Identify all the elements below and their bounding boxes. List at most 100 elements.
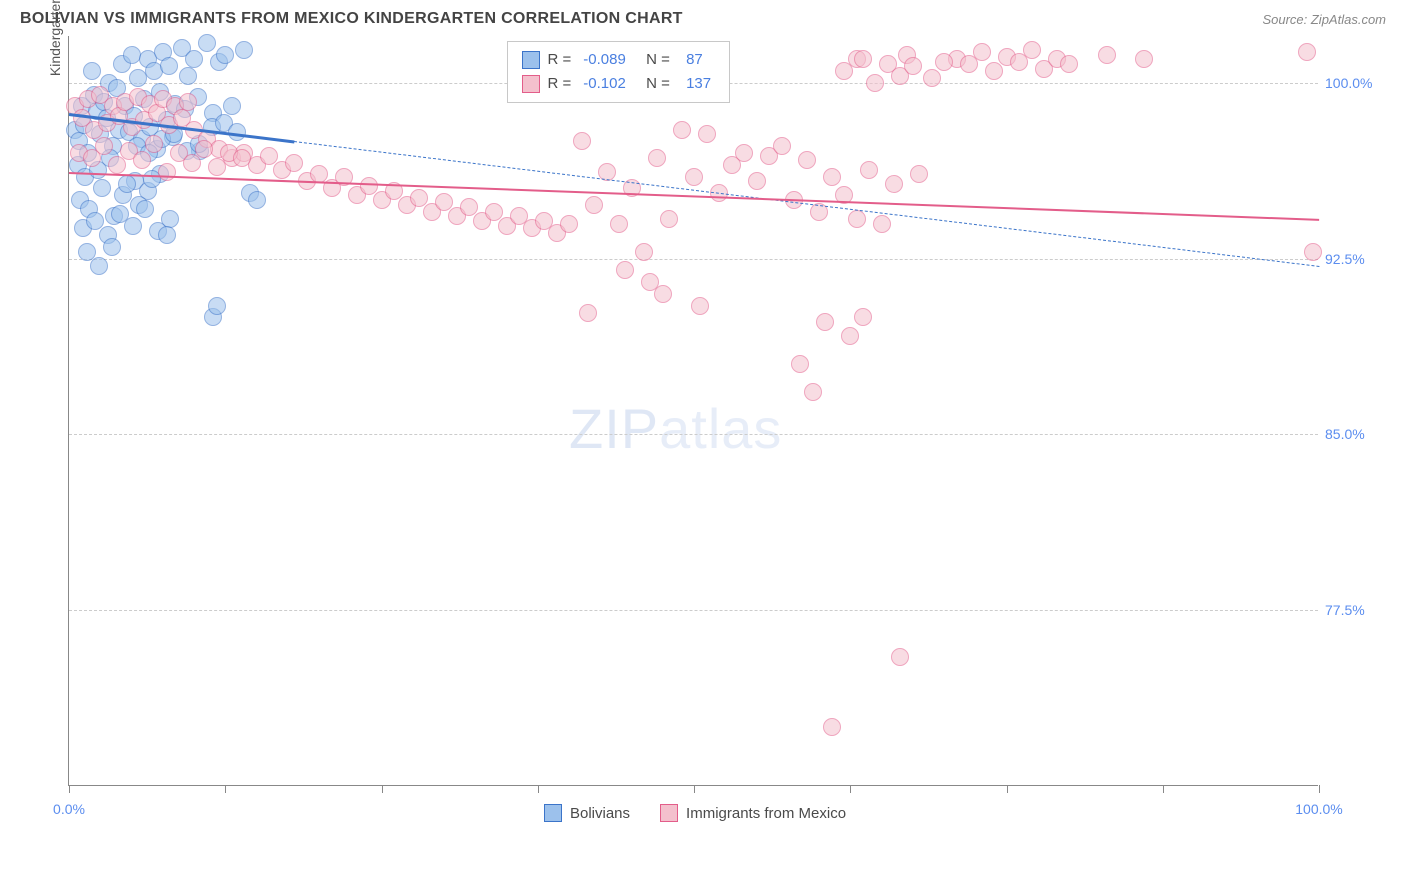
series-legend-item: Immigrants from Mexico (660, 804, 846, 822)
scatter-point (904, 57, 922, 75)
series-legend-label: Immigrants from Mexico (686, 805, 846, 822)
scatter-point (158, 226, 176, 244)
legend-swatch (522, 51, 540, 69)
scatter-point (798, 151, 816, 169)
scatter-point (873, 215, 891, 233)
series-legend-item: Bolivians (544, 804, 630, 822)
scatter-point (1135, 50, 1153, 68)
scatter-point (823, 168, 841, 186)
scatter-point (1304, 243, 1322, 261)
stat-n-label: N = (638, 48, 670, 72)
scatter-point (185, 50, 203, 68)
scatter-point (791, 355, 809, 373)
stat-r-value: -0.089 (579, 48, 630, 72)
scatter-point (233, 149, 251, 167)
scatter-point (835, 62, 853, 80)
scatter-point (124, 217, 142, 235)
x-tick (694, 785, 695, 793)
scatter-point (854, 308, 872, 326)
x-tick (1007, 785, 1008, 793)
stat-r-label: R = (548, 72, 572, 96)
scatter-point (823, 718, 841, 736)
watermark: ZIPatlas (569, 396, 782, 461)
scatter-point (973, 43, 991, 61)
scatter-point (158, 163, 176, 181)
scatter-point (1298, 43, 1316, 61)
scatter-point (285, 154, 303, 172)
scatter-point (866, 74, 884, 92)
scatter-point (841, 327, 859, 345)
legend-swatch (522, 75, 540, 93)
scatter-point (910, 165, 928, 183)
stat-r-label: R = (548, 48, 572, 72)
y-axis-label: Kindergarten (47, 0, 63, 76)
scatter-point (179, 67, 197, 85)
watermark-bold: ZIP (569, 397, 659, 460)
scatter-point (161, 210, 179, 228)
scatter-point (108, 156, 126, 174)
scatter-point (208, 297, 226, 315)
scatter-point (103, 238, 121, 256)
gridline (69, 259, 1318, 260)
x-tick (382, 785, 383, 793)
scatter-point (748, 172, 766, 190)
scatter-point (123, 46, 141, 64)
scatter-point (90, 257, 108, 275)
stats-legend: R = -0.089 N = 87R =-0.102 N = 137 (507, 41, 731, 103)
scatter-point (160, 57, 178, 75)
scatter-point (585, 196, 603, 214)
scatter-point (118, 175, 136, 193)
scatter-point (183, 154, 201, 172)
x-tick (538, 785, 539, 793)
scatter-point (698, 125, 716, 143)
scatter-point (195, 140, 213, 158)
scatter-point (223, 97, 241, 115)
scatter-point (891, 648, 909, 666)
chart-title: BOLIVIAN VS IMMIGRANTS FROM MEXICO KINDE… (20, 10, 683, 28)
scatter-point (848, 210, 866, 228)
scatter-point (685, 168, 703, 186)
scatter-point (145, 135, 163, 153)
stat-n-value: 87 (678, 48, 707, 72)
scatter-point (179, 93, 197, 111)
x-tick-label: 0.0% (53, 801, 85, 817)
y-tick-label: 77.5% (1325, 602, 1380, 618)
scatter-point (1098, 46, 1116, 64)
scatter-point (860, 161, 878, 179)
legend-swatch (660, 804, 678, 822)
chart-header: BOLIVIAN VS IMMIGRANTS FROM MEXICO KINDE… (0, 0, 1406, 36)
stat-n-label: N = (638, 72, 670, 96)
legend-swatch (544, 804, 562, 822)
chart-source: Source: ZipAtlas.com (1262, 12, 1386, 27)
x-tick (69, 785, 70, 793)
scatter-point (610, 215, 628, 233)
stats-legend-row: R = -0.089 N = 87 (522, 48, 716, 72)
scatter-point (854, 50, 872, 68)
gridline (69, 434, 1318, 435)
scatter-point (923, 69, 941, 87)
scatter-point (1023, 41, 1041, 59)
stats-legend-row: R =-0.102 N = 137 (522, 72, 716, 96)
scatter-point (816, 313, 834, 331)
scatter-point (773, 137, 791, 155)
scatter-point (1060, 55, 1078, 73)
scatter-point (136, 200, 154, 218)
scatter-point (635, 243, 653, 261)
scatter-point (660, 210, 678, 228)
x-tick (225, 785, 226, 793)
y-tick-label: 100.0% (1325, 75, 1380, 91)
x-tick (850, 785, 851, 793)
watermark-thin: atlas (659, 397, 782, 460)
x-tick (1319, 785, 1320, 793)
scatter-point (133, 151, 151, 169)
gridline (69, 610, 1318, 611)
scatter-point (198, 34, 216, 52)
scatter-point (804, 383, 822, 401)
scatter-point (691, 297, 709, 315)
scatter-point (935, 53, 953, 71)
scatter-point (673, 121, 691, 139)
scatter-point (216, 46, 234, 64)
series-legend: Bolivians Immigrants from Mexico (544, 804, 846, 822)
scatter-point (93, 179, 111, 197)
scatter-point (579, 304, 597, 322)
